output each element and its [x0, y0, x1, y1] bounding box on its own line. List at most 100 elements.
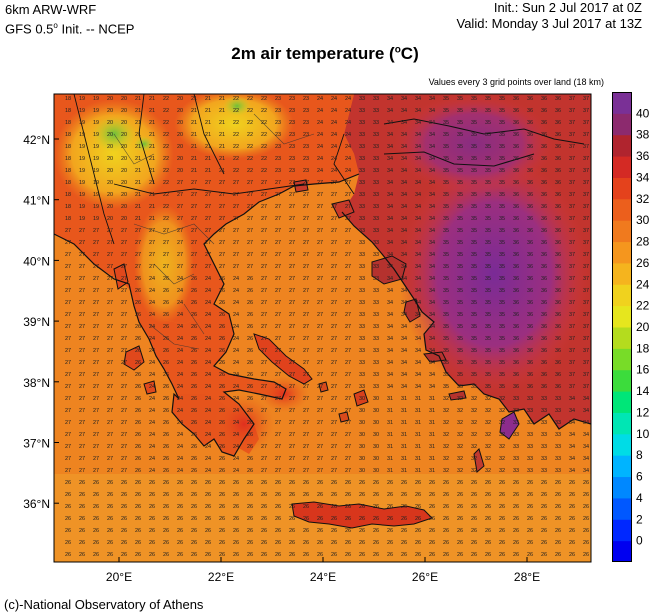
grid-value: 27 — [261, 336, 267, 342]
grid-value: 26 — [163, 432, 169, 438]
grid-value: 35 — [485, 216, 491, 222]
grid-value: 37 — [583, 324, 589, 330]
grid-value: 23 — [275, 132, 281, 138]
grid-value: 33 — [359, 288, 365, 294]
grid-value: 37 — [569, 204, 575, 210]
grid-value: 27 — [219, 252, 225, 258]
grid-value: 27 — [317, 252, 323, 258]
grid-value: 27 — [303, 288, 309, 294]
grid-value: 37 — [569, 384, 575, 390]
grid-value: 32 — [499, 408, 505, 414]
grid-value: 36 — [527, 156, 533, 162]
grid-value: 23 — [275, 144, 281, 150]
grid-value: 19 — [93, 168, 99, 174]
grid-value: 27 — [93, 468, 99, 474]
grid-value: 32 — [457, 396, 463, 402]
grid-value: 27 — [121, 384, 127, 390]
grid-value: 26 — [471, 516, 477, 522]
grid-value: 26 — [289, 516, 295, 522]
grid-value: 22 — [247, 120, 253, 126]
grid-value: 26 — [163, 312, 169, 318]
grid-value: 26 — [135, 420, 141, 426]
grid-value: 26 — [247, 360, 253, 366]
grid-value: 35 — [471, 372, 477, 378]
grid-value: 26 — [303, 480, 309, 486]
grid-value: 24 — [205, 360, 211, 366]
grid-value: 27 — [65, 444, 71, 450]
grid-value: 33 — [373, 264, 379, 270]
grid-value: 37 — [583, 276, 589, 282]
grid-value: 35 — [457, 288, 463, 294]
grid-value: 27 — [65, 348, 71, 354]
grid-value: 27 — [79, 228, 85, 234]
grid-value: 34 — [429, 336, 435, 342]
grid-value: 27 — [289, 240, 295, 246]
grid-value: 27 — [317, 468, 323, 474]
grid-value: 27 — [65, 372, 71, 378]
grid-value: 36 — [541, 228, 547, 234]
grid-value: 27 — [289, 408, 295, 414]
model-info: 6km ARW-WRF GFS 0.5o Init. -- NCEP — [5, 2, 134, 37]
grid-value: 26 — [149, 552, 155, 558]
grid-value: 26 — [233, 504, 239, 510]
grid-value: 35 — [485, 120, 491, 126]
grid-value: 35 — [471, 384, 477, 390]
grid-value: 34 — [429, 204, 435, 210]
grid-value: 33 — [527, 408, 533, 414]
grid-value: 26 — [513, 516, 519, 522]
grid-value: 27 — [79, 300, 85, 306]
grid-value: 36 — [527, 288, 533, 294]
grid-value: 19 — [93, 192, 99, 198]
grid-value: 26 — [247, 324, 253, 330]
grid-value: 19 — [79, 216, 85, 222]
grid-value: 26 — [191, 528, 197, 534]
grid-value: 27 — [149, 228, 155, 234]
grid-value: 21 — [149, 96, 155, 102]
grid-value: 31 — [415, 420, 421, 426]
grid-value: 24 — [177, 408, 183, 414]
grid-value: 26 — [177, 492, 183, 498]
grid-value: 21 — [219, 120, 225, 126]
grid-value: 32 — [471, 456, 477, 462]
grid-value: 35 — [457, 252, 463, 258]
grid-value: 27 — [303, 432, 309, 438]
grid-value: 35 — [443, 216, 449, 222]
grid-value: 26 — [247, 492, 253, 498]
grid-value: 27 — [275, 372, 281, 378]
grid-value: 26 — [247, 408, 253, 414]
grid-value: 27 — [345, 252, 351, 258]
grid-value: 27 — [121, 300, 127, 306]
grid-value: 26 — [163, 420, 169, 426]
grid-value: 24 — [233, 324, 239, 330]
grid-value: 20 — [107, 120, 113, 126]
grid-value: 36 — [527, 348, 533, 354]
grid-value: 35 — [457, 264, 463, 270]
grid-value: 27 — [275, 408, 281, 414]
grid-value: 26 — [499, 528, 505, 534]
colorbar-label: 26 — [636, 256, 650, 270]
grid-value: 33 — [359, 120, 365, 126]
grid-value: 27 — [121, 456, 127, 462]
grid-value: 35 — [471, 312, 477, 318]
grid-value: 32 — [443, 456, 449, 462]
grid-value: 36 — [527, 96, 533, 102]
grid-value: 27 — [219, 204, 225, 210]
grid-value: 27 — [79, 444, 85, 450]
grid-value: 27 — [275, 312, 281, 318]
grid-value: 27 — [317, 444, 323, 450]
grid-value: 27 — [65, 324, 71, 330]
grid-value: 34 — [415, 240, 421, 246]
grid-value: 24 — [205, 456, 211, 462]
grid-value: 37 — [569, 252, 575, 258]
grid-value: 36 — [527, 216, 533, 222]
grid-value: 24 — [233, 360, 239, 366]
grid-value: 24 — [233, 288, 239, 294]
grid-value: 27 — [275, 444, 281, 450]
grid-value: 35 — [471, 192, 477, 198]
grid-value: 23 — [289, 168, 295, 174]
grid-value: 36 — [541, 324, 547, 330]
grid-value: 22 — [163, 168, 169, 174]
model-line-2-prefix: GFS 0.5 — [5, 21, 54, 37]
grid-value: 27 — [289, 192, 295, 198]
grid-value: 37 — [569, 168, 575, 174]
